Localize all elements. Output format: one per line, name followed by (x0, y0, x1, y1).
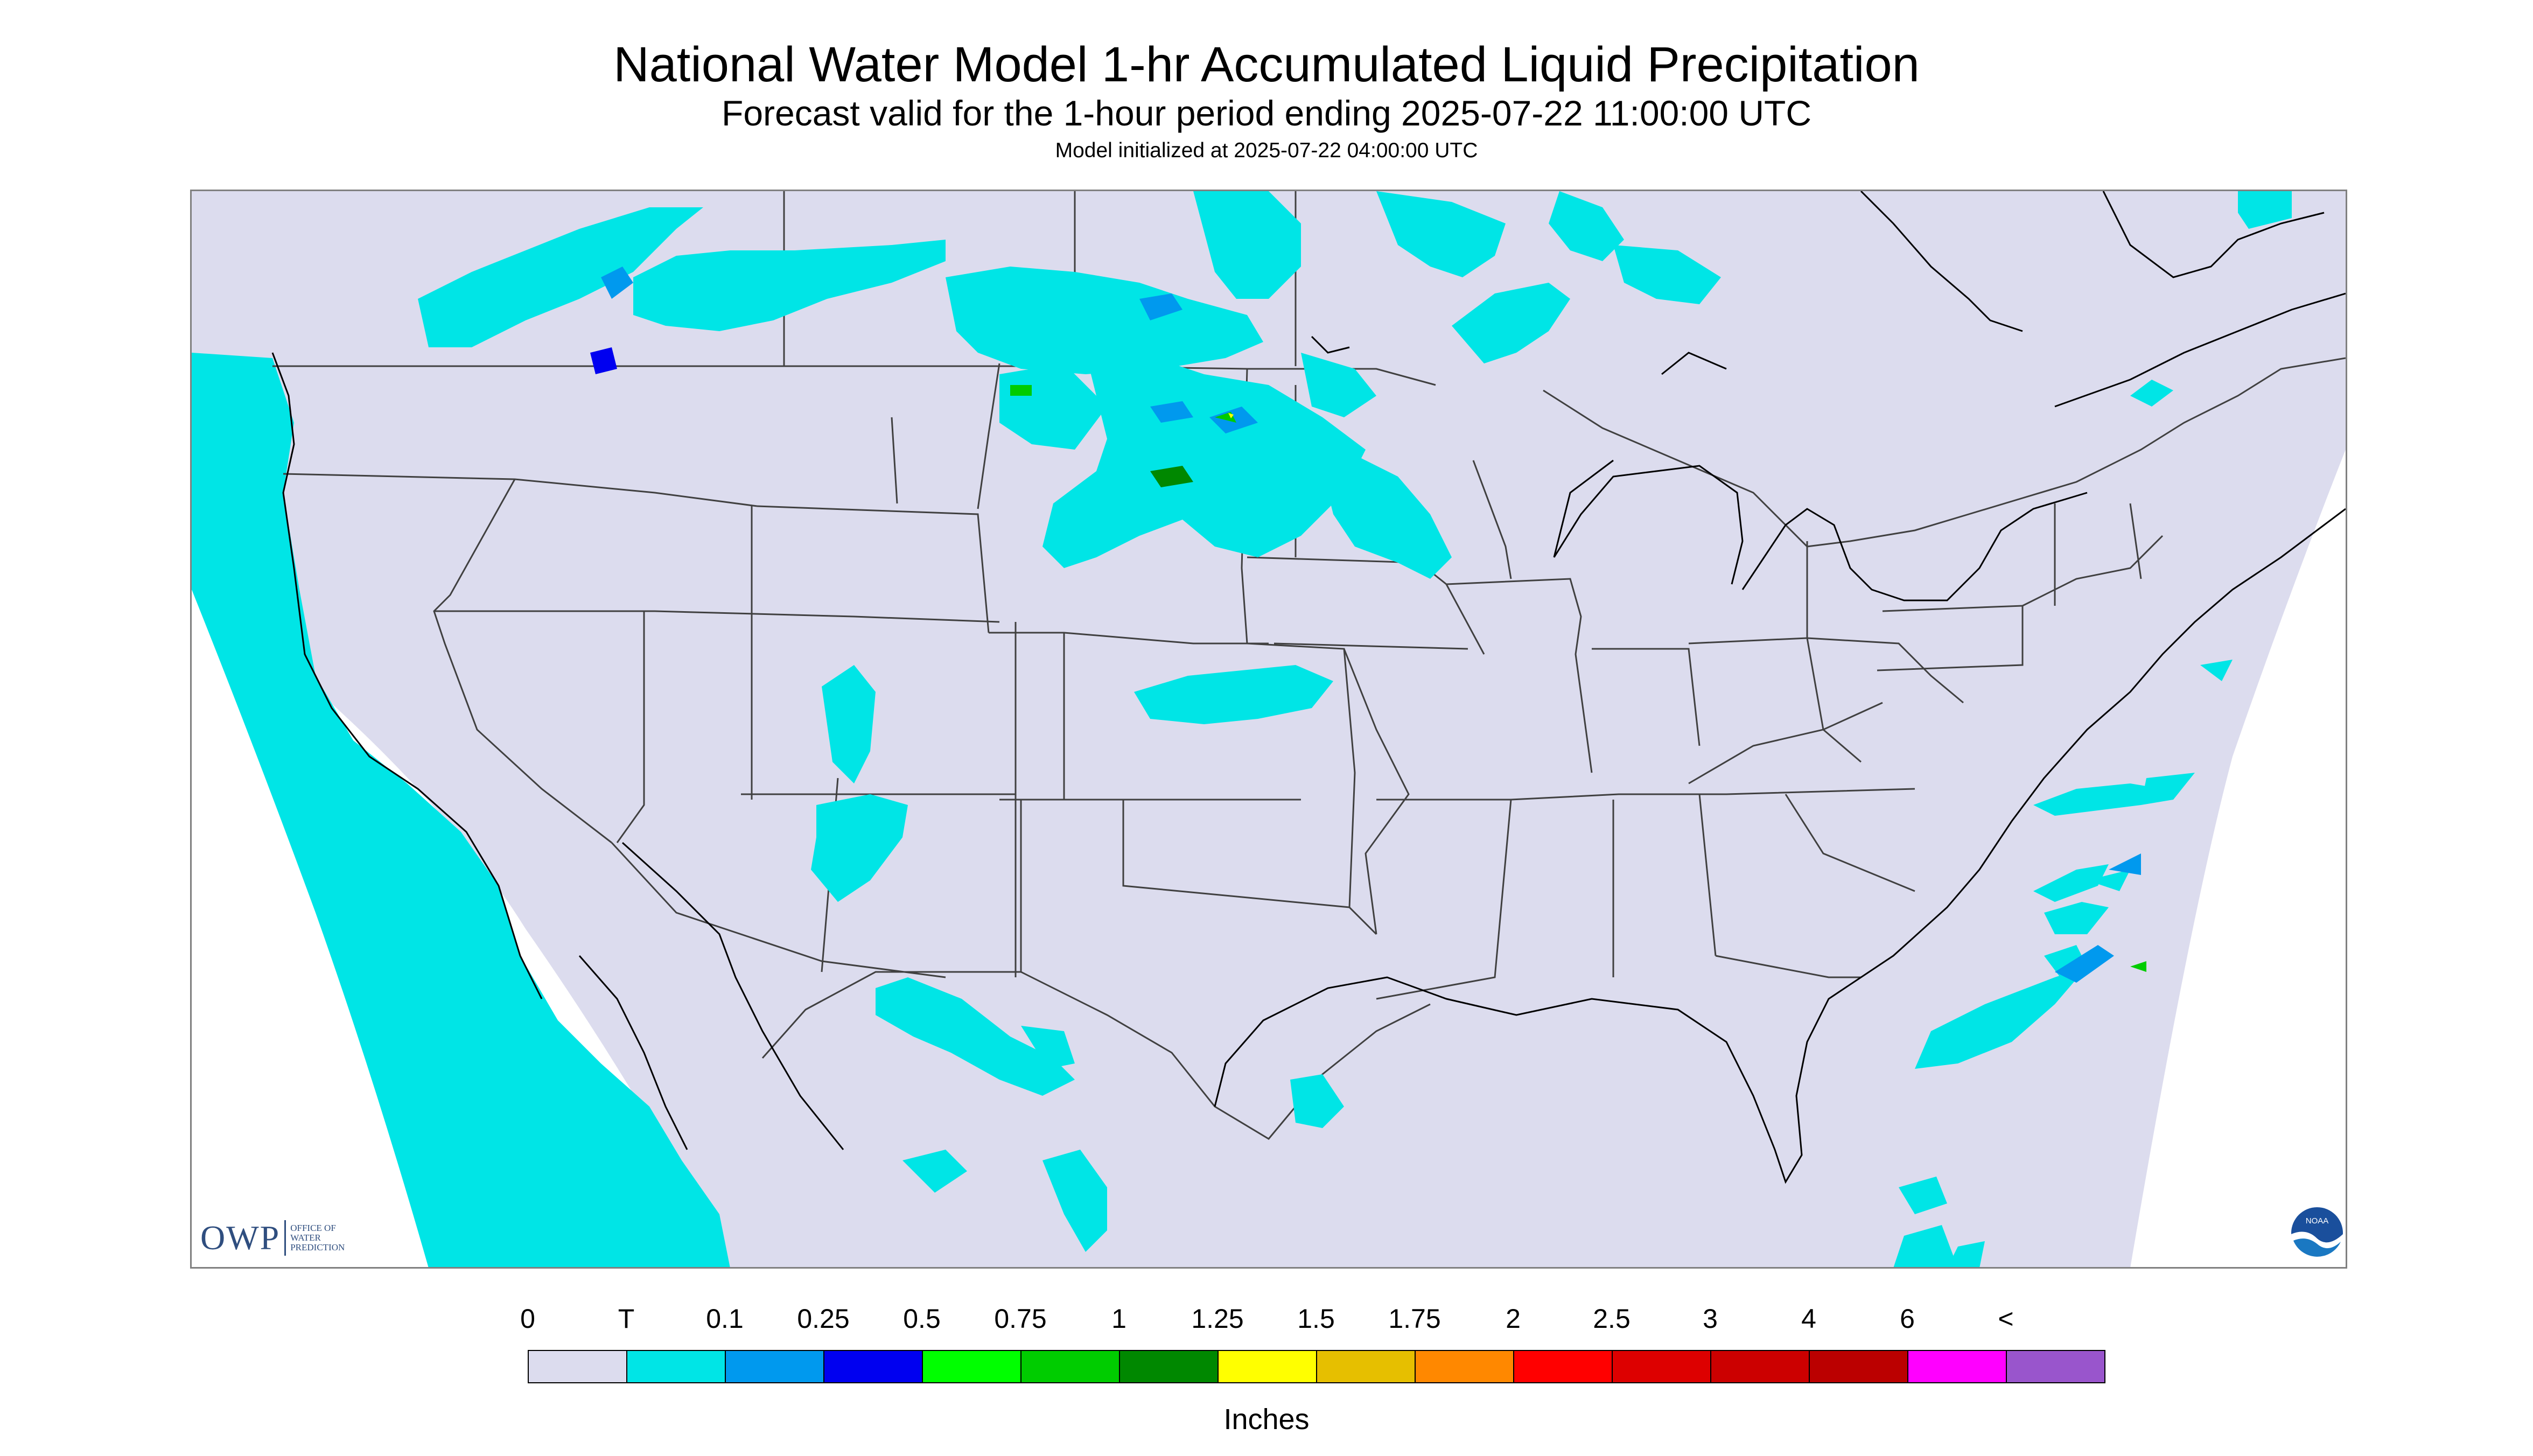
legend-label: 1.5 (1297, 1304, 1335, 1334)
legend-label: 0.75 (994, 1304, 1047, 1334)
owp-logo-divider (284, 1220, 286, 1256)
legend-color-swatch (528, 1350, 627, 1383)
precip-patches-cyan (418, 191, 2292, 1267)
legend-label: 0.1 (706, 1304, 744, 1334)
legend-label: 1.75 (1388, 1304, 1441, 1334)
legend-color-swatch (1217, 1350, 1317, 1383)
legend-color-swatch (823, 1350, 923, 1383)
legend-color-swatch (1710, 1350, 1810, 1383)
legend-label: 3 (1703, 1304, 1718, 1334)
owp-logo-text: OFFICE OF WATER PREDICTION (290, 1223, 345, 1252)
svg-text:NOAA: NOAA (2306, 1216, 2329, 1226)
legend-color-swatch (2006, 1350, 2105, 1383)
legend-label: 1 (1111, 1304, 1126, 1334)
map-title: National Water Model 1-hr Accumulated Li… (613, 37, 1920, 92)
model-domain (192, 191, 2346, 1267)
legend-color-swatch (1612, 1350, 1711, 1383)
legend-color-swatch (725, 1350, 824, 1383)
precip-cores (590, 267, 2146, 983)
legend-color-swatch (1316, 1350, 1416, 1383)
noaa-logo: NOAA (2291, 1207, 2343, 1260)
legend-label: 0 (520, 1304, 535, 1334)
coastlines (271, 191, 2346, 1184)
legend-label: 2.5 (1593, 1304, 1631, 1334)
legend-label: 0.5 (903, 1304, 941, 1334)
precip-legend: 0 T 0.1 0.25 0.5 0.75 1 1.25 1.5 1.75 2 2.5 3 4 6 < (520, 1303, 2105, 1411)
legend-label: 1.25 (1191, 1304, 1244, 1334)
legend-label: 2 (1506, 1304, 1521, 1334)
map-subtitle: Forecast valid for the 1-hour period end… (722, 93, 1811, 133)
legend-label: 6 (1900, 1304, 1915, 1334)
legend-label: 0.25 (797, 1304, 850, 1334)
legend-label: T (618, 1304, 635, 1334)
model-init-line: Model initialized at 2025-07-22 04:00:00… (1055, 139, 1478, 162)
legend-color-swatch (1809, 1350, 1908, 1383)
legend-color-swatch (1513, 1350, 1613, 1383)
legend-label: < (1998, 1304, 2014, 1334)
map-canvas (192, 191, 2346, 1267)
owp-logo-mark: OWP (200, 1219, 281, 1257)
precipitation-map (190, 190, 2347, 1269)
legend-color-swatch (626, 1350, 726, 1383)
legend-color-swatch (1415, 1350, 1514, 1383)
legend-color-swatch (1119, 1350, 1219, 1383)
legend-color-swatch (1907, 1350, 2007, 1383)
legend-units: Inches (1223, 1403, 1310, 1436)
legend-color-swatch (1020, 1350, 1120, 1383)
legend-color-swatch (922, 1350, 1021, 1383)
owp-logo: OWP OFFICE OF WATER PREDICTION (200, 1218, 345, 1258)
legend-label: 4 (1801, 1304, 1816, 1334)
boundaries (272, 191, 2346, 1140)
pacific-precip-band (192, 353, 730, 1267)
